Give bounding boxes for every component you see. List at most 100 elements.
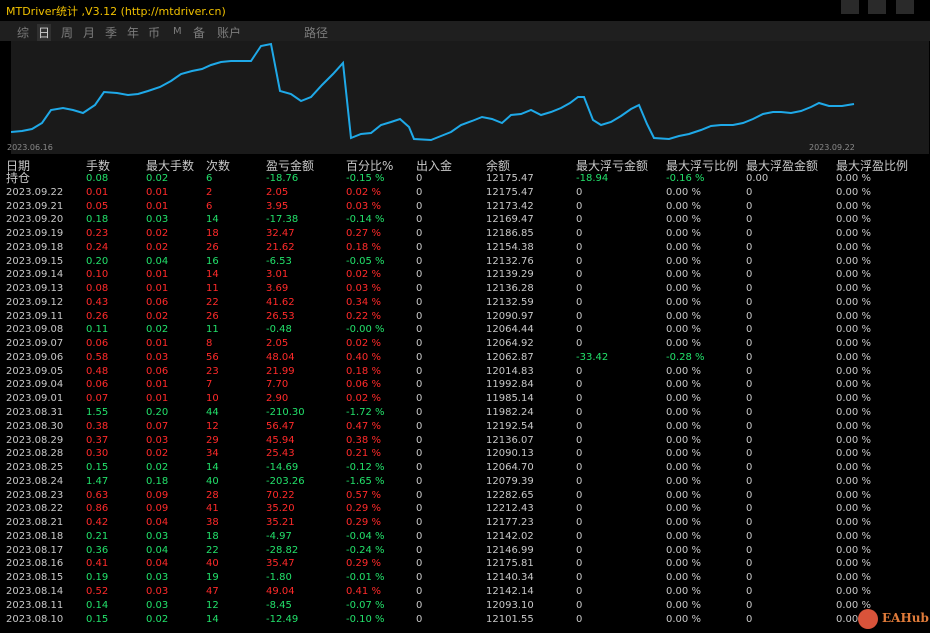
table-row[interactable]: 2023.08.30 0.38 0.07 12 56.47 0.47 % 0 12192.54… bbox=[0, 420, 930, 434]
cell-date: 2023.08.25 bbox=[6, 462, 64, 474]
cell-percent: -0.24 % bbox=[346, 544, 385, 556]
cell-balance: 12139.29 bbox=[486, 269, 534, 281]
table-row[interactable]: 2023.09.22 0.01 0.01 2 2.05 0.02 % 0 12175.47 0 0… bbox=[0, 186, 930, 200]
position-row[interactable]: 持仓 0.08 0.02 6 -18.76 -0.15 % 0 12175.47 -18.94 -… bbox=[0, 172, 930, 186]
cell-max-float-profit: 0 bbox=[746, 365, 753, 377]
cell-profit: 2.05 bbox=[266, 338, 289, 350]
window-control-button[interactable] bbox=[841, 0, 859, 14]
table-row[interactable]: 2023.09.20 0.18 0.03 14 -17.38 -0.14 % 0 12169.… bbox=[0, 213, 930, 227]
cell-percent: 0.18 % bbox=[346, 365, 381, 377]
cell-lots: 0.08 bbox=[86, 283, 109, 295]
cell-deposit: 0 bbox=[416, 365, 423, 377]
table-row[interactable]: 2023.09.15 0.20 0.04 16 -6.53 -0.05 % 0 12132.7… bbox=[0, 255, 930, 269]
cell-deposit: 0 bbox=[416, 462, 423, 474]
cell-profit: -0.48 bbox=[266, 324, 292, 336]
menu-item-path[interactable]: 路径 bbox=[304, 26, 329, 40]
table-row[interactable]: 2023.09.05 0.48 0.06 23 21.99 0.18 % 0 12014.83… bbox=[0, 365, 930, 379]
table-row[interactable]: 2023.08.28 0.30 0.02 34 25.43 0.21 % 0 12090.13… bbox=[0, 447, 930, 461]
cell-lots: 0.41 bbox=[86, 558, 109, 570]
table-row[interactable]: 2023.08.21 0.42 0.04 38 35.21 0.29 % 0 12177.23… bbox=[0, 516, 930, 530]
cell-date: 2023.09.08 bbox=[6, 324, 64, 336]
menu-item-summary[interactable]: 综 bbox=[17, 26, 30, 40]
cell-max-float-profit-ratio: 0.00 % bbox=[836, 420, 871, 432]
cell-max-float-profit: 0 bbox=[746, 310, 753, 322]
cell-max-lots: 0.03 bbox=[146, 572, 169, 584]
table-row[interactable]: 2023.08.11 0.14 0.03 12 -8.45 -0.07 % 0 12093.1… bbox=[0, 599, 930, 613]
table-row[interactable]: 2023.09.12 0.43 0.06 22 41.62 0.34 % 0 12132.59… bbox=[0, 296, 930, 310]
header-max-lots: 最大手数 bbox=[146, 159, 195, 173]
table-row[interactable]: 2023.08.16 0.41 0.04 40 35.47 0.29 % 0 12175.81… bbox=[0, 557, 930, 571]
eahub-logo-icon bbox=[858, 609, 878, 629]
table-row[interactable]: 2023.08.25 0.15 0.02 14 -14.69 -0.12 % 0 12064.… bbox=[0, 461, 930, 475]
cell-max-float-profit-ratio: 0.00 % bbox=[836, 269, 871, 281]
table-row[interactable]: 2023.08.14 0.52 0.03 47 49.04 0.41 % 0 12142.14… bbox=[0, 585, 930, 599]
cell-date: 2023.09.04 bbox=[6, 379, 64, 391]
table-row[interactable]: 2023.09.14 0.10 0.01 14 3.01 0.02 % 0 12139.29 0… bbox=[0, 268, 930, 282]
cell-lots: 1.47 bbox=[86, 475, 109, 487]
header-lots: 手数 bbox=[86, 159, 111, 173]
table-row[interactable]: 2023.08.22 0.86 0.09 41 35.20 0.29 % 0 12212.43… bbox=[0, 502, 930, 516]
cell-max-float-profit: 0 bbox=[746, 475, 753, 487]
table-row[interactable]: 2023.09.18 0.24 0.02 26 21.62 0.18 % 0 12154.38… bbox=[0, 241, 930, 255]
cell-deposit: 0 bbox=[416, 558, 423, 570]
cell-count: 40 bbox=[206, 475, 219, 487]
cell-max-float-loss-ratio: 0.00 % bbox=[666, 599, 701, 611]
cell-lots: 0.26 bbox=[86, 310, 109, 322]
table-row[interactable]: 2023.09.19 0.23 0.02 18 32.47 0.27 % 0 12186.85… bbox=[0, 227, 930, 241]
cell-lots: 0.30 bbox=[86, 448, 109, 460]
cell-max-float-loss-ratio: 0.00 % bbox=[666, 420, 701, 432]
cell-max-float-profit: 0 bbox=[746, 462, 753, 474]
window-control-button[interactable] bbox=[896, 0, 914, 14]
cell-balance: 12132.59 bbox=[486, 296, 534, 308]
cell-lots: 0.42 bbox=[86, 517, 109, 529]
table-row[interactable]: 2023.08.18 0.21 0.03 18 -4.97 -0.04 % 0 12142.0… bbox=[0, 530, 930, 544]
cell-profit: -28.82 bbox=[266, 544, 299, 556]
cell-profit: 32.47 bbox=[266, 228, 295, 240]
table-row[interactable]: 2023.08.29 0.37 0.03 29 45.94 0.38 % 0 12136.07… bbox=[0, 434, 930, 448]
cell-max-float-profit-ratio: 0.00 % bbox=[836, 393, 871, 405]
table-row[interactable]: 2023.08.24 1.47 0.18 40 -203.26 -1.65 % 0 12079… bbox=[0, 475, 930, 489]
cell-max-float-loss-ratio: 0.00 % bbox=[666, 186, 701, 198]
table-row[interactable]: 2023.08.15 0.19 0.03 19 -1.80 -0.01 % 0 12140.3… bbox=[0, 571, 930, 585]
table-row[interactable]: 2023.08.31 1.55 0.20 44 -210.30 -1.72 % 0 11982… bbox=[0, 406, 930, 420]
table-row[interactable]: 2023.09.06 0.58 0.03 56 48.04 0.40 % 0 12062.87… bbox=[0, 351, 930, 365]
table-row[interactable]: 2023.08.10 0.15 0.02 14 -12.49 -0.10 % 0 12101.… bbox=[0, 613, 930, 627]
table-row[interactable]: 2023.09.11 0.26 0.02 26 26.53 0.22 % 0 12090.97… bbox=[0, 310, 930, 324]
cell-max-float-profit: 0 bbox=[746, 585, 753, 597]
cell-deposit: 0 bbox=[416, 407, 423, 419]
window-control-button[interactable] bbox=[868, 0, 886, 14]
table-row[interactable]: 2023.09.01 0.07 0.01 10 2.90 0.02 % 0 11985.14 0… bbox=[0, 392, 930, 406]
table-row[interactable]: 2023.09.13 0.08 0.01 11 3.69 0.03 % 0 12136.28 0… bbox=[0, 282, 930, 296]
cell-profit: -17.38 bbox=[266, 214, 299, 226]
cell-deposit: 0 bbox=[416, 448, 423, 460]
menu-item-backup[interactable]: 备 bbox=[193, 26, 206, 40]
table-row[interactable]: 2023.08.17 0.36 0.04 22 -28.82 -0.24 % 0 12146.… bbox=[0, 544, 930, 558]
cell-profit: 2.90 bbox=[266, 393, 289, 405]
cell-lots: 0.38 bbox=[86, 420, 109, 432]
table-row[interactable]: 2023.09.08 0.11 0.02 11 -0.48 -0.00 % 0 12064.4… bbox=[0, 323, 930, 337]
menu-item-currency[interactable]: 币 bbox=[148, 26, 161, 40]
cell-profit: -6.53 bbox=[266, 255, 292, 267]
cell-balance: 12154.38 bbox=[486, 241, 534, 253]
table-row[interactable]: 2023.08.23 0.63 0.09 28 70.22 0.57 % 0 12282.65… bbox=[0, 489, 930, 503]
cell-max-float-profit: 0 bbox=[746, 613, 753, 625]
table-row[interactable]: 2023.09.04 0.06 0.01 7 7.70 0.06 % 0 11992.84 0 0… bbox=[0, 378, 930, 392]
cell-max-float-profit: 0 bbox=[746, 448, 753, 460]
cell-max-float-loss: 0 bbox=[576, 241, 583, 253]
cell-balance: 12175.47 bbox=[486, 173, 534, 184]
cell-max-lots: 0.03 bbox=[146, 434, 169, 446]
cell-max-lots: 0.04 bbox=[146, 544, 169, 556]
cell-deposit: 0 bbox=[416, 173, 423, 184]
menu-item-year[interactable]: 年 bbox=[127, 26, 140, 40]
table-row[interactable]: 2023.09.07 0.06 0.01 8 2.05 0.02 % 0 12064.92 0 0… bbox=[0, 337, 930, 351]
menu-item-day[interactable]: 日 bbox=[37, 24, 52, 41]
menu-item-month[interactable]: 月 bbox=[83, 26, 96, 40]
menu-item-account[interactable]: 账户 bbox=[217, 26, 242, 40]
cell-profit: -14.69 bbox=[266, 462, 299, 474]
cell-max-float-profit: 0 bbox=[746, 255, 753, 267]
menu-item-m[interactable]: M bbox=[173, 26, 182, 37]
menu-item-week[interactable]: 周 bbox=[61, 26, 74, 40]
table-row[interactable]: 2023.09.21 0.05 0.01 6 3.95 0.03 % 0 12173.42 0 0… bbox=[0, 200, 930, 214]
cell-deposit: 0 bbox=[416, 517, 423, 529]
menu-item-quarter[interactable]: 季 bbox=[105, 26, 118, 40]
